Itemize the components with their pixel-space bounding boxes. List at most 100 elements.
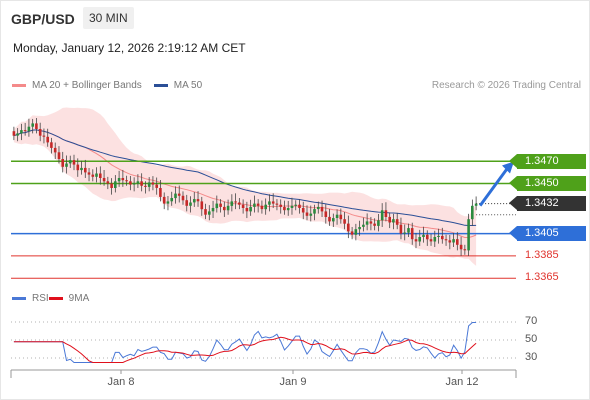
candle [61, 159, 64, 167]
candle [347, 223, 350, 232]
candle [339, 214, 343, 220]
candle [219, 203, 222, 207]
candle [12, 131, 16, 136]
candle [422, 234, 425, 237]
x-tick-label: Jan 9 [279, 376, 307, 388]
candle [260, 205, 264, 210]
candle [275, 203, 279, 205]
ma50-line [13, 129, 477, 226]
candle [271, 201, 275, 204]
candle [294, 204, 297, 206]
candle [177, 193, 181, 196]
candle [456, 239, 459, 245]
candle [23, 130, 27, 132]
candle [226, 205, 230, 211]
resistance-level-tag: 1.3450 [509, 176, 586, 192]
candle [200, 201, 204, 210]
candle [238, 202, 241, 205]
rsi-9ma-line [13, 336, 477, 363]
candle [125, 180, 128, 182]
candle [174, 193, 177, 199]
candle [414, 239, 418, 242]
candle [377, 220, 380, 226]
candle [249, 206, 252, 212]
candle [444, 239, 448, 241]
candle [384, 210, 388, 217]
candle [324, 211, 328, 217]
candle [365, 221, 369, 225]
candle [471, 205, 474, 220]
candle [448, 240, 452, 243]
candle [68, 160, 72, 164]
ma20-swatch [12, 84, 26, 87]
resistance-level-tag: 1.3470 [509, 153, 586, 169]
candle [362, 224, 365, 227]
ma50-legend-label: MA 50 [173, 80, 203, 91]
rsi-legend-label: RSI [32, 293, 49, 304]
candle [84, 167, 87, 173]
pivot-level-tag: 1.3405 [509, 226, 586, 242]
candle [343, 219, 346, 224]
candle [279, 204, 282, 207]
candle [106, 181, 110, 184]
candle [65, 163, 68, 167]
candle [50, 142, 53, 148]
candle [223, 206, 226, 211]
candle [418, 237, 421, 242]
candle [320, 206, 324, 212]
candle [80, 167, 83, 171]
candle [215, 203, 219, 209]
candle [474, 203, 478, 206]
candle [144, 185, 147, 187]
candle [95, 173, 98, 177]
candle [256, 203, 260, 206]
forecast-arrow-shaft [478, 166, 510, 207]
rsi-axis-label: 70 [525, 315, 538, 327]
candle [350, 231, 354, 235]
ma9-legend-label: 9MA [68, 293, 90, 304]
candle [268, 201, 271, 205]
candle [27, 126, 31, 132]
bollinger-bands [13, 107, 477, 266]
candle [369, 221, 373, 224]
candle [290, 205, 294, 208]
candle [114, 181, 117, 188]
rsi-swatch [12, 297, 26, 300]
candle [317, 206, 320, 210]
candle [301, 208, 305, 213]
candle [234, 201, 237, 203]
candle [264, 204, 267, 210]
rsi-legend: RSI 9MA [12, 293, 89, 304]
candle [241, 204, 245, 208]
candle [129, 181, 132, 185]
candle [354, 229, 358, 235]
candle [204, 209, 207, 215]
candle [437, 235, 440, 237]
candle [151, 182, 155, 185]
candle [332, 218, 335, 222]
candle [208, 211, 211, 215]
candle [72, 160, 76, 165]
candle [253, 203, 256, 207]
candle [117, 178, 121, 182]
candle [373, 223, 376, 226]
candle [193, 199, 196, 203]
timeframe-button[interactable]: 30 MIN [83, 7, 134, 29]
candle [16, 133, 19, 136]
candle [335, 214, 339, 218]
candle [31, 123, 34, 127]
candle [211, 208, 215, 212]
candle [185, 200, 188, 206]
rsi-axis-label: 50 [525, 333, 538, 345]
candle [298, 204, 301, 208]
rsi-axis-label: 30 [525, 351, 538, 363]
candle [170, 198, 173, 202]
candle [181, 195, 185, 201]
candle [42, 135, 46, 137]
candle [410, 228, 414, 240]
candle [20, 130, 23, 134]
ma9-swatch [48, 297, 63, 300]
candle [407, 228, 410, 233]
candle [245, 208, 249, 212]
candle [196, 199, 200, 202]
